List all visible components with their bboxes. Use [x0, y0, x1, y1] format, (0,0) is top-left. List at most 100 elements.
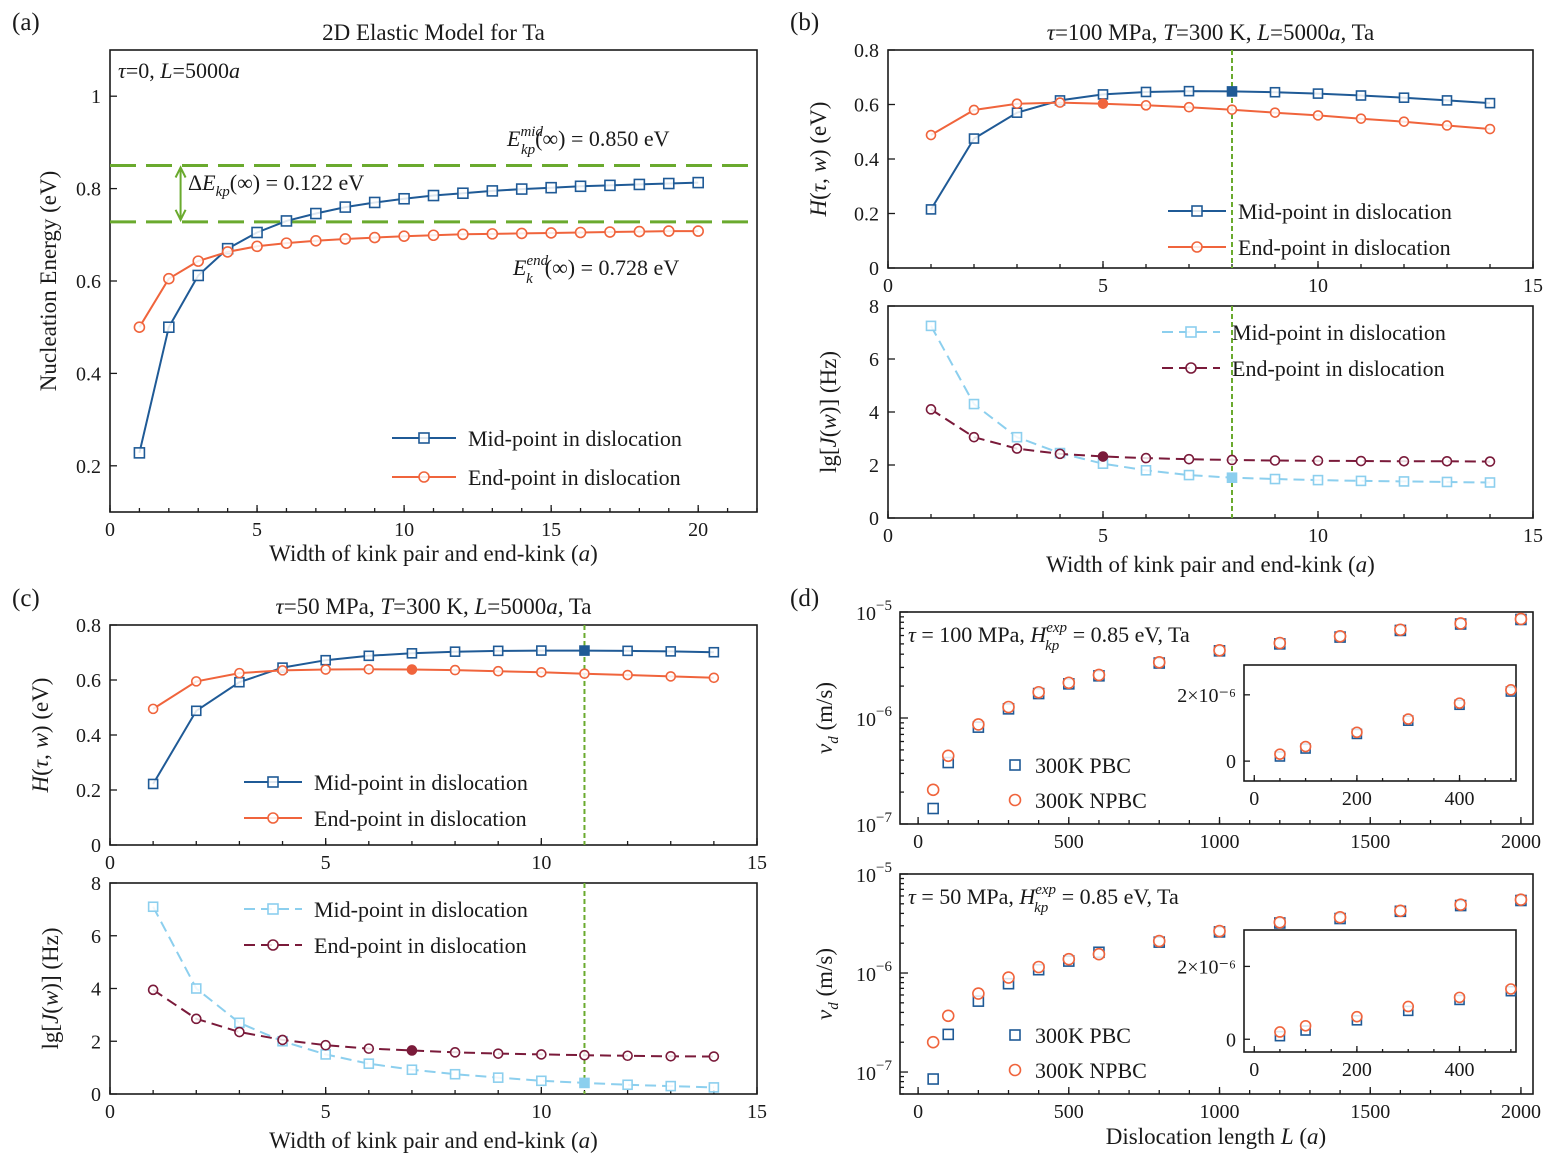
x-tick-label: 5: [321, 1101, 331, 1123]
axes-c_top: 0 5 10 15 0 0.2 0.4 0.6 0.8 Mid-point in dislocat…: [76, 615, 767, 874]
data-point: [277, 1034, 288, 1046]
data-point: [147, 703, 159, 715]
inset-x-tick-label: 0: [1249, 1059, 1259, 1081]
data-point: [692, 176, 704, 189]
y-tick-label: 10−7: [856, 810, 892, 837]
corner-condition: τ=0, L=5000a: [118, 58, 240, 83]
y-tick-label: 0.4: [76, 363, 101, 385]
data-point: [363, 663, 375, 675]
data-point: [1312, 110, 1324, 121]
inset-x-tick-label: 200: [1342, 1059, 1372, 1081]
y-tick-label: 0.2: [854, 204, 879, 226]
data-point: [1092, 668, 1106, 682]
panel-label: (c): [12, 585, 40, 612]
data-point: [1002, 971, 1015, 984]
x-axis-label: Width of kink pair and end-kink (a): [1046, 552, 1375, 577]
series-line-0: [930, 90, 1491, 210]
data-point: [1011, 98, 1023, 109]
x-tick-label: 0: [913, 831, 923, 853]
data-point: [1312, 455, 1324, 467]
data-point: [449, 664, 461, 676]
data-point: [406, 664, 418, 675]
data-point: [927, 1073, 939, 1085]
data-point: [147, 984, 159, 996]
x-tick-label: 10: [394, 519, 414, 541]
delta-annotation: ΔEkp(∞) = 0.122 eV: [188, 170, 364, 200]
inset-data-point: [1505, 983, 1517, 995]
data-point: [492, 1048, 504, 1059]
y-tick-label: 10−5: [856, 860, 892, 887]
data-point: [221, 246, 234, 258]
y-tick-label: 0.2: [76, 780, 101, 802]
series-line-0: [930, 325, 1491, 484]
data-point: [665, 1050, 677, 1062]
data-point: [457, 228, 469, 241]
data-point: [192, 255, 205, 267]
data-point: [1394, 904, 1407, 918]
legend-marker: [1008, 1063, 1022, 1077]
data-point: [604, 226, 616, 238]
emid-annotation: Emid kp(∞) = 0.850 eV: [506, 124, 670, 158]
data-point: [925, 129, 937, 141]
x-tick-label: 15: [1523, 275, 1543, 297]
data-point: [622, 1079, 633, 1091]
legend-marker: [1191, 241, 1203, 253]
data-point: [1312, 88, 1324, 99]
data-point: [1213, 644, 1226, 657]
data-point: [163, 321, 175, 334]
legend-marker: [1185, 362, 1197, 374]
y-tick-label: 10−6: [856, 704, 892, 731]
data-point: [486, 185, 499, 197]
data-point: [1484, 456, 1496, 467]
data-point: [320, 664, 331, 675]
y-tick-label: 8: [869, 296, 879, 318]
data-point: [1097, 89, 1109, 100]
x-tick-label: 0: [105, 519, 115, 541]
data-point: [1398, 455, 1410, 467]
data-point: [665, 671, 677, 682]
data-point: [692, 225, 704, 237]
panel-label: (d): [790, 585, 819, 612]
data-point: [486, 228, 499, 240]
chart-title: τ=100 MPa, T=300 K, L=5000a, Ta: [1047, 20, 1375, 45]
data-point: [1226, 86, 1238, 97]
data-point: [449, 1068, 461, 1080]
data-point: [972, 718, 985, 731]
data-point: [1062, 952, 1076, 966]
data-point: [363, 650, 375, 662]
data-point: [320, 654, 331, 666]
inset-data-point: [1351, 1010, 1363, 1023]
data-point: [310, 235, 322, 247]
inset-data-point: [1505, 684, 1517, 696]
data-point: [234, 676, 245, 688]
data-point: [604, 179, 616, 192]
data-point: [515, 227, 528, 240]
data-point: [339, 233, 352, 245]
y-tick-label: 10−5: [856, 598, 892, 625]
data-point: [1484, 123, 1496, 135]
data-point: [363, 1058, 375, 1069]
data-point: [536, 1049, 547, 1060]
data-point: [536, 645, 547, 656]
data-point: [280, 237, 293, 249]
data-point: [1398, 116, 1410, 127]
y-tick-label: 0: [869, 258, 879, 280]
data-point: [1514, 893, 1528, 907]
data-point: [708, 672, 720, 684]
x-tick-label: 2000: [1501, 1101, 1541, 1123]
inset-data-point: [1299, 740, 1312, 753]
data-point: [633, 225, 646, 238]
data-point: [234, 1026, 245, 1038]
data-point: [536, 1075, 547, 1087]
inset-y-tick-label: 0: [1226, 751, 1236, 773]
data-point: [968, 431, 980, 443]
data-point: [1226, 104, 1238, 115]
inset-x-tick-label: 400: [1445, 788, 1475, 810]
data-point: [662, 225, 675, 237]
data-point: [1484, 477, 1496, 488]
data-point: [1054, 448, 1066, 460]
data-point: [662, 177, 675, 190]
data-point: [665, 1080, 677, 1092]
data-point: [1273, 916, 1287, 929]
data-point: [406, 648, 418, 659]
